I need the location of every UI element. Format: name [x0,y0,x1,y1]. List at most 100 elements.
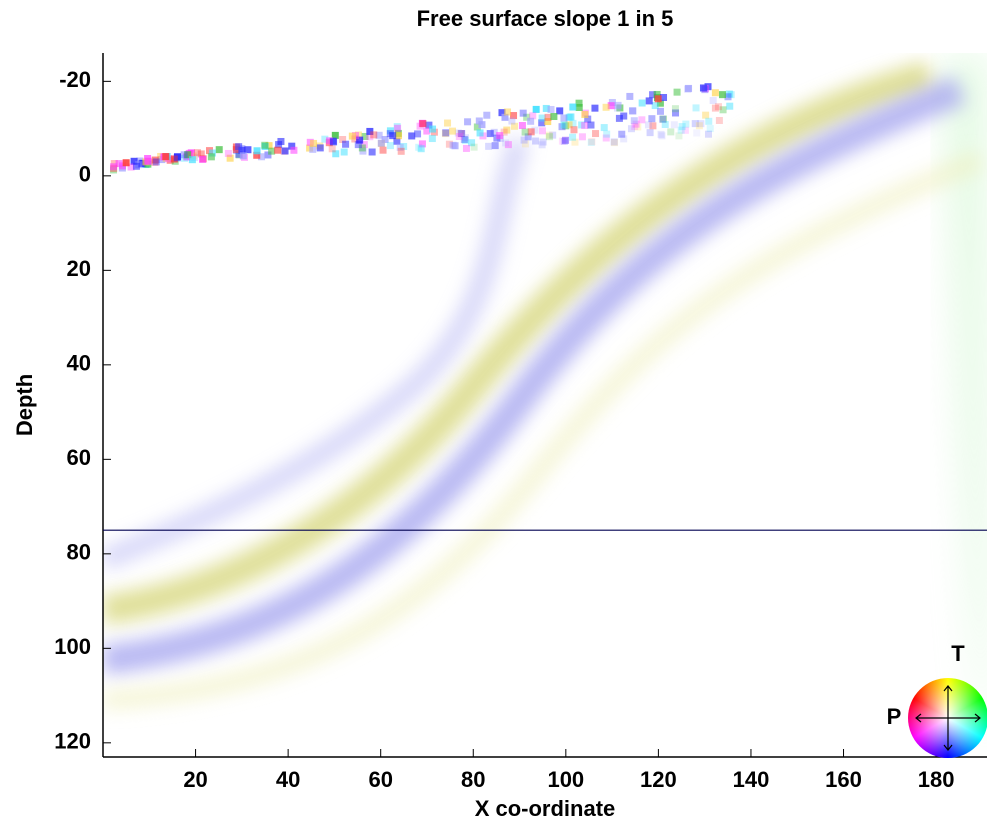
noise-pixel [677,126,685,134]
noise-pixel [544,118,552,126]
noise-pixel [724,93,732,101]
noise-pixel [310,139,318,147]
noise-pixel [485,142,493,150]
noise-pixel [578,133,586,141]
noise-pixel [726,102,734,110]
noise-pixel [188,156,196,164]
noise-pixel [470,143,478,151]
noise-pixel [704,130,712,138]
noise-pixel [615,114,623,122]
noise-pixel [695,122,703,130]
noise-pixel [419,120,427,128]
noise-pixel [442,129,450,137]
noise-pixel [326,137,334,145]
noise-pixel [170,155,178,163]
noise-pixel [600,124,608,132]
y-tick-label: 80 [67,540,91,565]
noise-pixel [475,117,483,125]
noise-pixel [569,103,577,111]
noise-pixel [157,152,165,160]
noise-pixel [265,142,273,150]
noise-pixel [706,125,714,133]
noise-pixel [725,90,733,98]
noise-pixel [151,156,159,164]
noise-pixel [620,112,628,120]
noise-pixel [132,162,140,170]
noise-pixel [393,137,401,145]
noise-pixel [571,138,579,146]
noise-pixel [461,136,469,144]
noise-pixel [490,128,498,136]
noise-pixel [629,107,637,115]
noise-pixel [538,141,546,149]
noise-pixel [503,126,511,134]
field-band [103,150,984,710]
noise-pixel [449,141,457,149]
noise-pixel [693,129,701,137]
noise-pixel [451,142,459,150]
noise-pixel [460,136,468,144]
noise-pixel [331,131,339,139]
noise-pixel [321,135,329,143]
noise-pixel [671,105,679,113]
noise-pixel [253,147,261,155]
noise-pixel [560,137,568,145]
noise-pixel [709,96,717,104]
noise-pixel [395,132,403,140]
noise-pixel [578,121,586,129]
noise-pixel [711,104,719,112]
noise-pixel [656,107,664,115]
noise-pixel [610,138,618,146]
noise-pixel [358,144,366,152]
noise-pixel [654,95,662,103]
noise-pixel [468,139,476,147]
x-tick-label: 140 [733,767,770,792]
noise-pixel [565,121,573,129]
noise-pixel [110,163,118,171]
noise-pixel [397,147,405,155]
noise-pixel [681,126,689,134]
noise-pixel [667,128,675,136]
noise-pixel [544,113,552,121]
noise-pixel [570,126,578,134]
noise-pixel [239,152,247,160]
noise-pixel [464,118,472,126]
noise-pixel [620,135,628,143]
noise-pixel [658,132,666,140]
noise-pixel [581,111,589,119]
noise-pixel [224,149,232,157]
y-tick-label: 60 [67,445,91,470]
noise-pixel [618,130,626,138]
noise-pixel [538,127,546,135]
y-tick-label: 100 [54,634,91,659]
noise-pixel [588,138,596,146]
noise-pixel [396,143,404,151]
noise-pixel [400,142,408,150]
noise-pixel [569,133,577,141]
noise-pixel [527,117,535,125]
noise-pixel [660,93,668,101]
noise-pixel [444,119,452,127]
noise-pixel [415,143,423,151]
noise-pixel [546,133,554,141]
noise-pixel [235,150,243,158]
noise-pixel [556,107,564,115]
noise-pixel [560,121,568,129]
y-tick-label: -20 [59,67,91,92]
noise-pixel [521,128,529,136]
noise-pixel [659,115,667,123]
noise-pixel [500,128,508,136]
noise-pixel [476,129,484,137]
surface-noise [110,83,735,174]
x-axis-label: X co-ordinate [475,796,616,821]
noise-pixel [705,117,713,125]
noise-pixel [691,120,699,128]
noise-pixel [644,121,652,129]
noise-pixel [519,109,527,117]
noise-pixel [602,134,610,142]
noise-pixel [339,136,347,144]
noise-pixel [550,113,558,121]
noise-pixel [719,106,727,114]
noise-pixel [614,101,622,109]
noise-pixel [127,163,135,171]
